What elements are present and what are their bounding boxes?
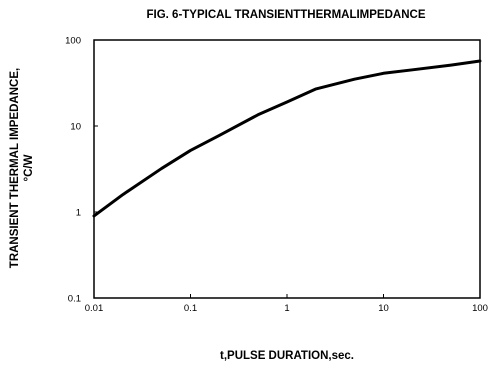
plot-frame <box>93 39 481 299</box>
series-layer <box>92 59 482 218</box>
x-tick-label: 0.01 <box>85 303 104 314</box>
y-axis-label-line1: TRANSIENT THERMAL IMPEDANCE, <box>9 68 21 268</box>
x-tick-label: 0.1 <box>184 303 197 314</box>
x-axis-label: t,PULSE DURATION,sec. <box>220 350 354 362</box>
y-axis-ticks: 0.1 1 10 100 <box>65 36 98 305</box>
chart-title: FIG. 6-TYPICAL TRANSIENTTHERMALIMPEDANCE <box>147 9 426 21</box>
x-tick-label: 10 <box>378 303 389 314</box>
series-line <box>92 59 482 218</box>
x-tick-label: 1 <box>284 303 289 314</box>
y-tick-label: 100 <box>65 36 81 47</box>
y-tick-label: 1 <box>76 208 81 219</box>
y-axis-label: TRANSIENT THERMAL IMPEDANCE, °C/W <box>9 68 35 268</box>
x-axis-ticks: 0.01 0.1 1 10 100 <box>85 294 488 314</box>
x-tick-label: 100 <box>472 303 488 314</box>
y-tick-label: 0.1 <box>68 294 81 305</box>
y-tick-label: 10 <box>70 122 81 133</box>
y-axis-label-line2: °C/W <box>23 154 35 181</box>
